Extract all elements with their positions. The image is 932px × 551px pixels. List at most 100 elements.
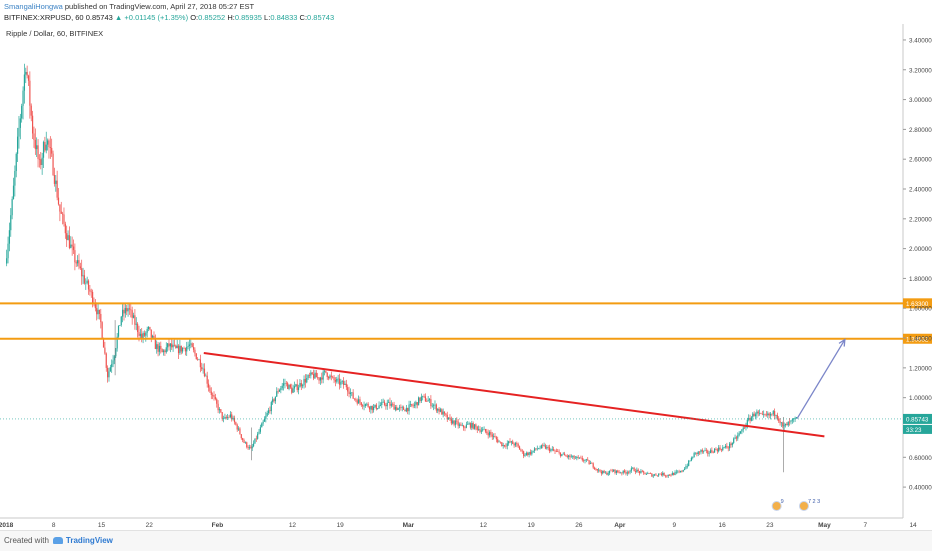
candle-body — [330, 375, 332, 377]
candle-body — [296, 384, 298, 390]
candle-body — [319, 377, 322, 381]
candle-body — [668, 474, 671, 476]
candle-body — [667, 474, 669, 477]
candle-body — [608, 470, 611, 474]
candle-body — [393, 404, 395, 410]
candle-body — [405, 407, 407, 412]
candle-body — [423, 395, 425, 397]
candle-body — [255, 438, 257, 440]
candle-body — [720, 449, 723, 451]
candle-body — [41, 157, 43, 166]
candle-body — [123, 309, 125, 314]
candle-body — [645, 474, 647, 475]
candle-body — [554, 450, 556, 452]
candle-body — [228, 417, 230, 418]
candle-body — [544, 445, 547, 449]
candle-body — [607, 473, 609, 475]
candle-body — [527, 452, 529, 455]
price-chart[interactable]: Ripple / Dollar, 60, BITFINEX 1.63300 1.3… — [0, 24, 932, 530]
candle-body — [44, 142, 46, 151]
time-tick-label: 16 — [718, 522, 726, 529]
candle-body — [723, 447, 725, 448]
candle-body — [360, 402, 362, 406]
candle-body — [351, 392, 353, 394]
candle-body — [686, 465, 688, 467]
candle-body — [715, 448, 717, 450]
time-tick-label: 19 — [337, 522, 345, 529]
time-tick-label: Mar — [403, 522, 415, 529]
candle-body — [323, 370, 326, 372]
candle-body — [411, 404, 413, 406]
candle-body — [98, 309, 101, 314]
candle-body — [231, 414, 233, 420]
candle-body — [116, 336, 118, 349]
candle-body — [243, 440, 245, 443]
candle-body — [101, 322, 103, 339]
candle-body — [167, 343, 169, 348]
candle-body — [488, 432, 491, 436]
candle-body — [559, 452, 562, 457]
candle-body — [134, 315, 136, 325]
candle-body — [269, 410, 271, 412]
candle-body — [292, 388, 294, 393]
candle-body — [89, 289, 91, 292]
candle-body — [370, 405, 372, 410]
author-link[interactable]: SmangaliHongwa — [4, 2, 63, 11]
candle-body — [190, 343, 192, 345]
event-flag-icon[interactable] — [771, 501, 782, 511]
candle-body — [247, 447, 249, 449]
descending-trendline[interactable] — [203, 351, 825, 438]
candle-body — [568, 455, 570, 457]
candle-body — [131, 310, 133, 318]
candle-body — [708, 452, 710, 454]
candle-body — [525, 452, 527, 455]
price-tick-label: 2.00000 — [909, 246, 932, 253]
candle-body — [251, 446, 253, 449]
candle-body — [285, 383, 287, 384]
candle-body — [59, 204, 61, 212]
time-tick-label: 9 — [673, 522, 677, 529]
candle-body — [252, 443, 255, 447]
candle-body — [128, 308, 131, 310]
candle-body — [135, 323, 137, 325]
projection-arrow[interactable] — [796, 339, 846, 419]
candle-body — [206, 375, 208, 384]
time-tick-label: 22 — [146, 522, 154, 529]
candle-body — [261, 423, 263, 428]
candle-body — [6, 258, 8, 264]
candle-body — [722, 447, 724, 451]
candle-body — [274, 396, 276, 402]
candle-body — [147, 326, 150, 329]
candle-body — [514, 443, 517, 446]
event-flag-icon[interactable] — [798, 501, 809, 511]
candle-body — [374, 404, 376, 407]
candle-body — [239, 428, 241, 435]
level-price-tag — [903, 333, 932, 344]
current-price-label: 0.85743 — [906, 416, 929, 423]
candle-body — [263, 418, 266, 422]
candle-body — [505, 446, 507, 447]
price-tick-label: 3.00000 — [909, 97, 932, 104]
candle-body — [524, 454, 526, 456]
candle-body — [270, 402, 272, 412]
candle-body — [67, 235, 69, 241]
candle-body — [543, 445, 545, 446]
candle-body — [499, 441, 502, 443]
candle-body — [535, 448, 537, 450]
level-price-label: 1.39532 — [906, 336, 929, 343]
candle-body — [386, 402, 388, 407]
low-value: 0.84833 — [270, 13, 298, 22]
candle-body — [750, 417, 753, 421]
candle-body — [780, 422, 783, 424]
candle-body — [152, 335, 154, 338]
candle-body — [192, 346, 195, 350]
candle-body — [29, 80, 31, 106]
candle-body — [216, 399, 218, 404]
candle-body — [483, 429, 485, 430]
candle-body — [120, 316, 122, 326]
tradingview-brand[interactable]: TradingView — [65, 536, 113, 545]
candle-body — [539, 448, 541, 449]
candle-body — [51, 147, 53, 154]
candle-body — [761, 413, 763, 415]
close-value: 0.85743 — [307, 13, 335, 22]
